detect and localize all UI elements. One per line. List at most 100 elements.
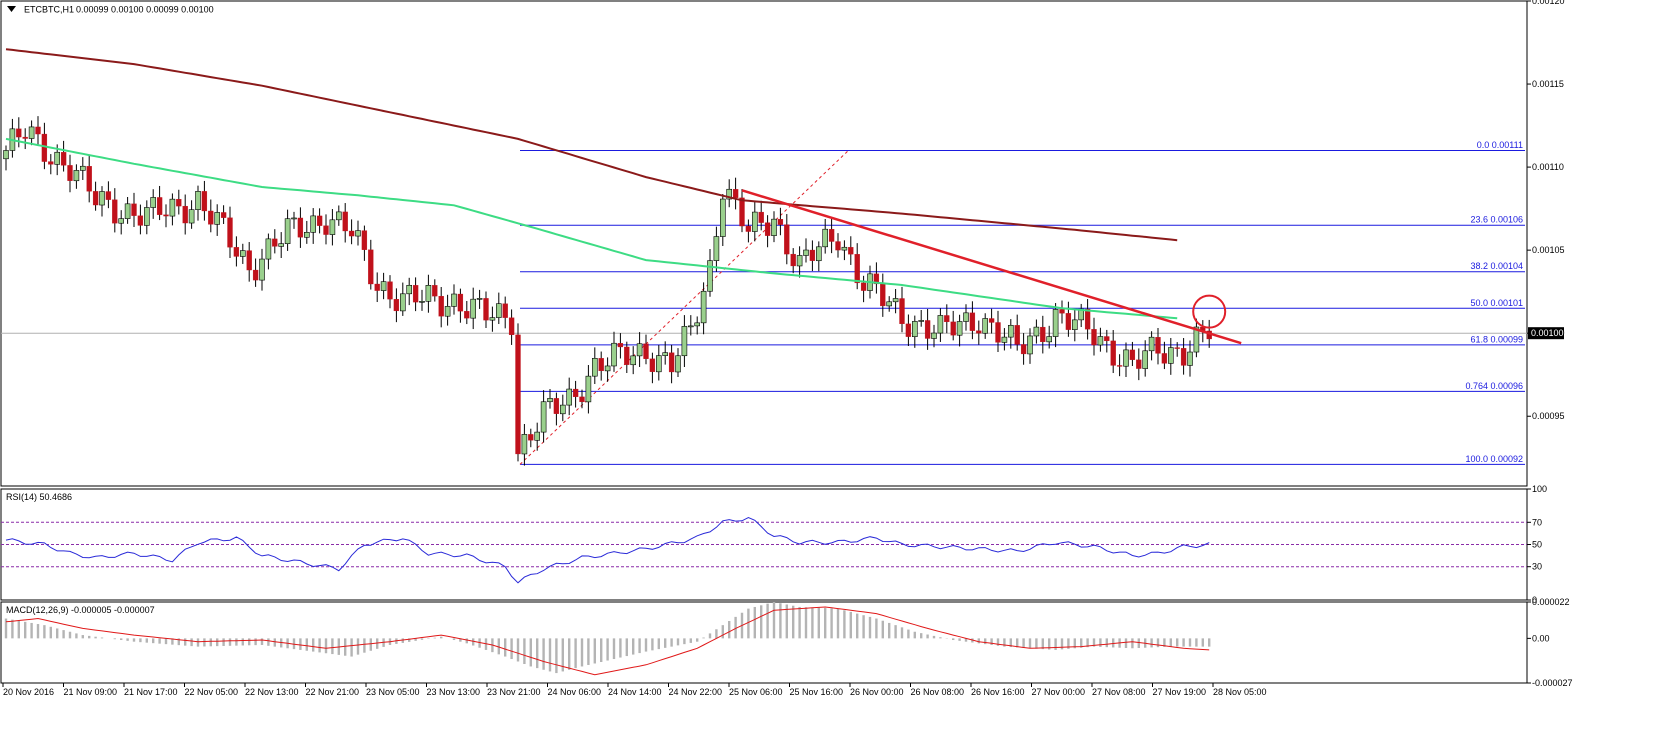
- fib-level-label: 38.2 0.00104: [1470, 261, 1523, 271]
- sma-fast-line: [5, 137, 1178, 320]
- candle-bull: [911, 321, 918, 337]
- y-tick-label: 50: [1532, 540, 1542, 550]
- candle-bull: [566, 388, 573, 406]
- candle-bull: [540, 401, 547, 433]
- candle-bull: [329, 219, 336, 235]
- candle-bear: [924, 320, 931, 339]
- candle-bull: [99, 191, 105, 206]
- candle-bull: [1001, 336, 1008, 343]
- candle-bull: [937, 315, 944, 334]
- x-tick-label: 26 Nov 16:00: [971, 687, 1025, 697]
- candle-bull: [662, 352, 669, 356]
- candle-bear: [16, 128, 22, 138]
- x-tick-label: 27 Nov 19:00: [1153, 687, 1207, 697]
- symbol-label: ETCBTC,H1: [24, 5, 74, 15]
- candle-bear: [387, 281, 393, 300]
- candle-bear: [860, 282, 867, 291]
- candle-bull: [534, 431, 541, 441]
- candle-bear: [297, 217, 304, 238]
- candle-bear: [835, 241, 841, 251]
- candle-bear: [739, 197, 745, 227]
- x-tick-label: 21 Nov 09:00: [64, 687, 118, 697]
- candle-bull: [591, 357, 598, 377]
- candle-bear: [828, 229, 835, 242]
- candle-bear: [412, 285, 419, 303]
- candle-bull: [188, 209, 195, 224]
- dropdown-icon[interactable]: [7, 6, 16, 12]
- candle-bear: [643, 343, 649, 359]
- candle-bull: [726, 188, 733, 200]
- candle-bull: [195, 191, 201, 210]
- candle-bull: [1148, 336, 1155, 352]
- candle-bull: [751, 211, 758, 232]
- candle-bear: [905, 323, 912, 337]
- y-tick-label: 0.00105: [1532, 245, 1565, 255]
- rsi-title: RSI(14) 50.4686: [6, 492, 72, 502]
- candle-bull: [310, 215, 317, 233]
- y-tick-label: 0.00095: [1532, 411, 1565, 421]
- candle-bull: [124, 203, 131, 219]
- y-tick-label: -0.000027: [1532, 678, 1573, 688]
- candle-bear: [368, 249, 374, 285]
- candle-bull: [687, 325, 694, 328]
- highlight-circle: [1192, 294, 1227, 329]
- candle-bear: [137, 215, 144, 226]
- y-tick-label: 0.000022: [1532, 597, 1570, 607]
- candle-bull: [3, 150, 9, 160]
- price-panel: 0.0 0.00111 23.6 0.00106 38.2 0.00104 50.0 …: [1, 48, 1527, 466]
- candle-bear: [163, 214, 169, 217]
- candle-bear: [348, 230, 355, 237]
- y-tick-label: 0.00115: [1532, 79, 1564, 89]
- sma-slow-line: [5, 48, 1178, 242]
- candle-bear: [1116, 365, 1123, 367]
- candle-bear: [668, 352, 675, 373]
- candle-bear: [1180, 348, 1187, 366]
- candle-bull: [719, 198, 726, 237]
- candle-bear: [393, 299, 400, 312]
- candle-bear: [92, 191, 99, 206]
- candle-bull: [1142, 350, 1148, 369]
- candle-bear: [182, 205, 188, 224]
- candle-bull: [259, 258, 265, 281]
- fib-level-label: 100.0 0.00092: [1465, 454, 1523, 464]
- candle-bull: [1027, 335, 1033, 355]
- axis-labels: 0.001200.001150.001100.001050.001000.000…: [1, 0, 1573, 697]
- candle-bear: [48, 161, 54, 165]
- y-tick-label: 70: [1532, 517, 1542, 527]
- current-price-label: 0.00100: [1531, 328, 1564, 338]
- macd-panel: [4, 602, 1211, 676]
- candle-bear: [1065, 313, 1072, 330]
- candle-bear: [995, 322, 1001, 343]
- candle-bull: [822, 228, 829, 248]
- candle-bear: [438, 295, 444, 317]
- candle-bear: [528, 434, 534, 441]
- candle-bull: [451, 293, 457, 307]
- macd-signal-line: [5, 606, 1210, 676]
- candle-bull: [1033, 326, 1040, 337]
- candle-bull: [214, 212, 220, 225]
- candle-bull: [399, 293, 406, 312]
- x-tick-label: 28 Nov 05:00: [1213, 687, 1267, 697]
- y-tick-label: 0.00120: [1532, 0, 1565, 6]
- x-tick-label: 22 Nov 21:00: [306, 687, 360, 697]
- candle-bear: [649, 358, 656, 372]
- candle-bear: [316, 215, 323, 226]
- candle-bear: [156, 197, 163, 215]
- candle-bear: [873, 273, 880, 285]
- candle-bull: [406, 284, 413, 295]
- x-tick-label: 25 Nov 06:00: [729, 687, 783, 697]
- candle-bear: [777, 219, 784, 225]
- candle-bear: [105, 191, 112, 200]
- candle-bear: [1161, 353, 1168, 364]
- candle-bull: [694, 322, 701, 327]
- candle-bull: [425, 285, 432, 302]
- x-tick-label: 22 Nov 13:00: [245, 687, 299, 697]
- candle-bear: [880, 283, 886, 307]
- candle-bear: [35, 126, 41, 135]
- candle-bear: [342, 211, 348, 232]
- candle-bull: [291, 217, 297, 220]
- x-tick-label: 23 Nov 13:00: [427, 687, 481, 697]
- candle-bull: [918, 320, 925, 322]
- x-tick-label: 23 Nov 21:00: [487, 687, 541, 697]
- macd-title: MACD(12,26,9) -0.000005 -0.000007: [6, 605, 155, 615]
